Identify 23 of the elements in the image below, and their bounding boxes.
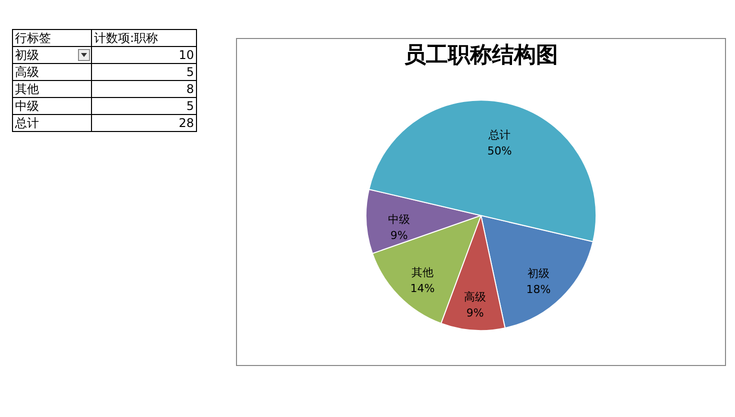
category-label: 初级 [12,46,92,64]
data-label: 10 [92,46,196,64]
slice-label: 初级 [527,267,550,280]
category-label: 中级 [12,98,92,114]
data-label: 14% [410,282,435,295]
data-label: 9% [390,228,408,242]
text: 行标签 [12,30,92,46]
data-label: 8 [92,80,196,98]
chart-title: 员工职称结构图 [404,42,558,68]
data-label: 28 [92,114,196,132]
data-label: 50% [487,144,512,158]
category-label: 高级 [12,64,92,80]
data-label: 5 [92,64,196,80]
data-label: 18% [526,283,551,296]
slice-label: 高级 [464,290,486,304]
slice-label: 总计 [488,128,511,142]
category-label: 总计 [12,114,92,132]
data-label: 5 [92,98,196,114]
slice-label: 其他 [411,266,434,279]
data-label: 9% [466,306,484,320]
category-label: 其他 [12,80,92,98]
slice-label: 中级 [388,212,410,226]
text: 计数项:职称 [92,30,196,46]
